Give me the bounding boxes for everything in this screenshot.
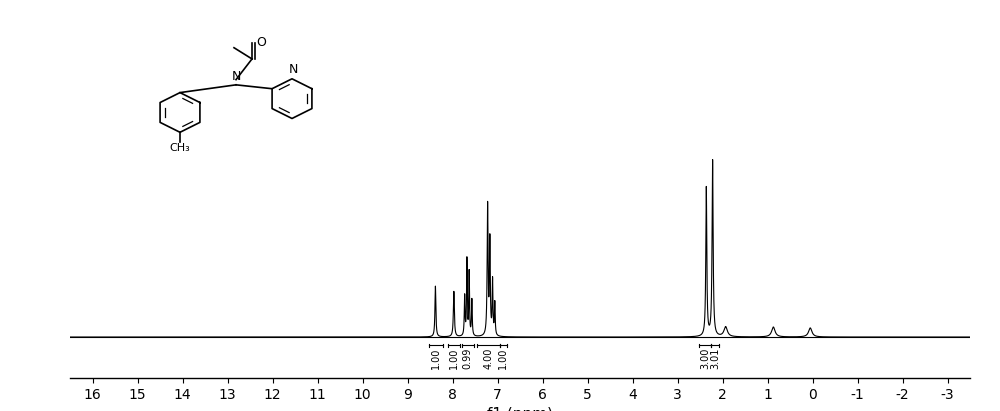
Text: 1.00: 1.00: [449, 348, 459, 369]
Text: 0.99: 0.99: [463, 348, 473, 369]
Text: N: N: [231, 70, 241, 83]
X-axis label: f1 (ppm): f1 (ppm): [487, 407, 553, 411]
Text: N: N: [288, 63, 298, 76]
Text: 3.01: 3.01: [710, 348, 720, 369]
Text: 1.00: 1.00: [498, 348, 508, 369]
Text: CH₃: CH₃: [170, 143, 190, 152]
Text: 3.00: 3.00: [700, 348, 710, 369]
Text: O: O: [256, 36, 266, 49]
Text: 4.00: 4.00: [484, 348, 494, 369]
Text: 1.00: 1.00: [431, 348, 441, 369]
